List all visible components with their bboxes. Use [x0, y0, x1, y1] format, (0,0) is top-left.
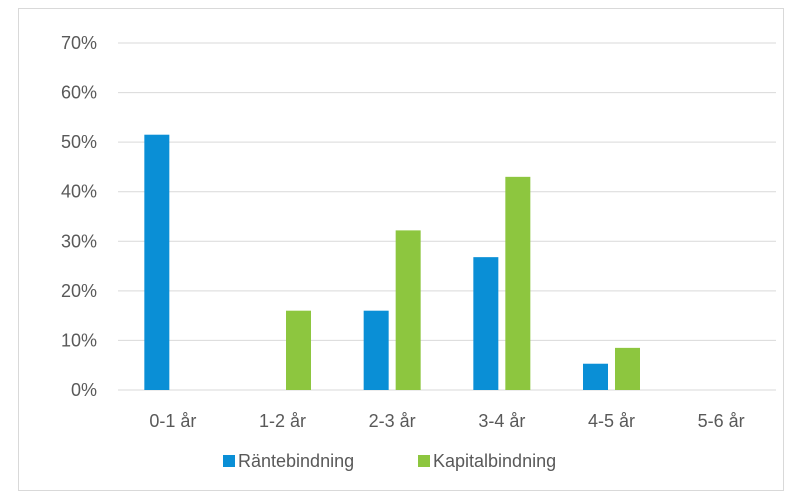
legend-swatch: [223, 455, 235, 467]
legend-label: Kapitalbindning: [433, 451, 556, 471]
y-tick-label: 60%: [61, 83, 97, 103]
gridlines: [118, 42, 776, 391]
x-tick-label: 0-1 år: [149, 411, 196, 431]
y-tick-label: 30%: [61, 231, 97, 251]
x-tick-label: 2-3 år: [369, 411, 416, 431]
bar-kapitalbindning-4: [615, 347, 640, 390]
y-tick-label: 70%: [61, 33, 97, 53]
y-tick-label: 40%: [61, 182, 97, 202]
legend: Räntebindning Kapitalbindning: [223, 451, 556, 471]
legend-label: Räntebindning: [238, 451, 354, 471]
bar-kapitalbindning-3: [505, 176, 531, 390]
bar-räntebindning-0: [144, 134, 170, 390]
legend-swatch: [418, 455, 430, 467]
y-tick-label: 10%: [61, 330, 97, 350]
x-tick-label: 3-4 år: [478, 411, 525, 431]
x-tick-label: 4-5 år: [588, 411, 635, 431]
x-tick-label: 5-6 år: [698, 411, 745, 431]
bar-kapitalbindning-2: [395, 230, 421, 390]
x-tick-label: 1-2 år: [259, 411, 306, 431]
y-tick-label: 50%: [61, 132, 97, 152]
bar-räntebindning-2: [363, 310, 389, 390]
y-axis-tick-labels: 0% 10% 20% 30% 40% 50% 60% 70%: [61, 33, 97, 400]
x-axis-tick-labels: 0-1 år 1-2 år 2-3 år 3-4 år 4-5 år 5-6 år: [149, 411, 744, 431]
y-tick-label: 20%: [61, 281, 97, 301]
bars: [144, 134, 640, 390]
y-tick-label: 0%: [71, 380, 97, 400]
bar-räntebindning-4: [583, 363, 608, 390]
bar-räntebindning-3: [473, 257, 499, 390]
bar-kapitalbindning-1: [286, 310, 311, 390]
